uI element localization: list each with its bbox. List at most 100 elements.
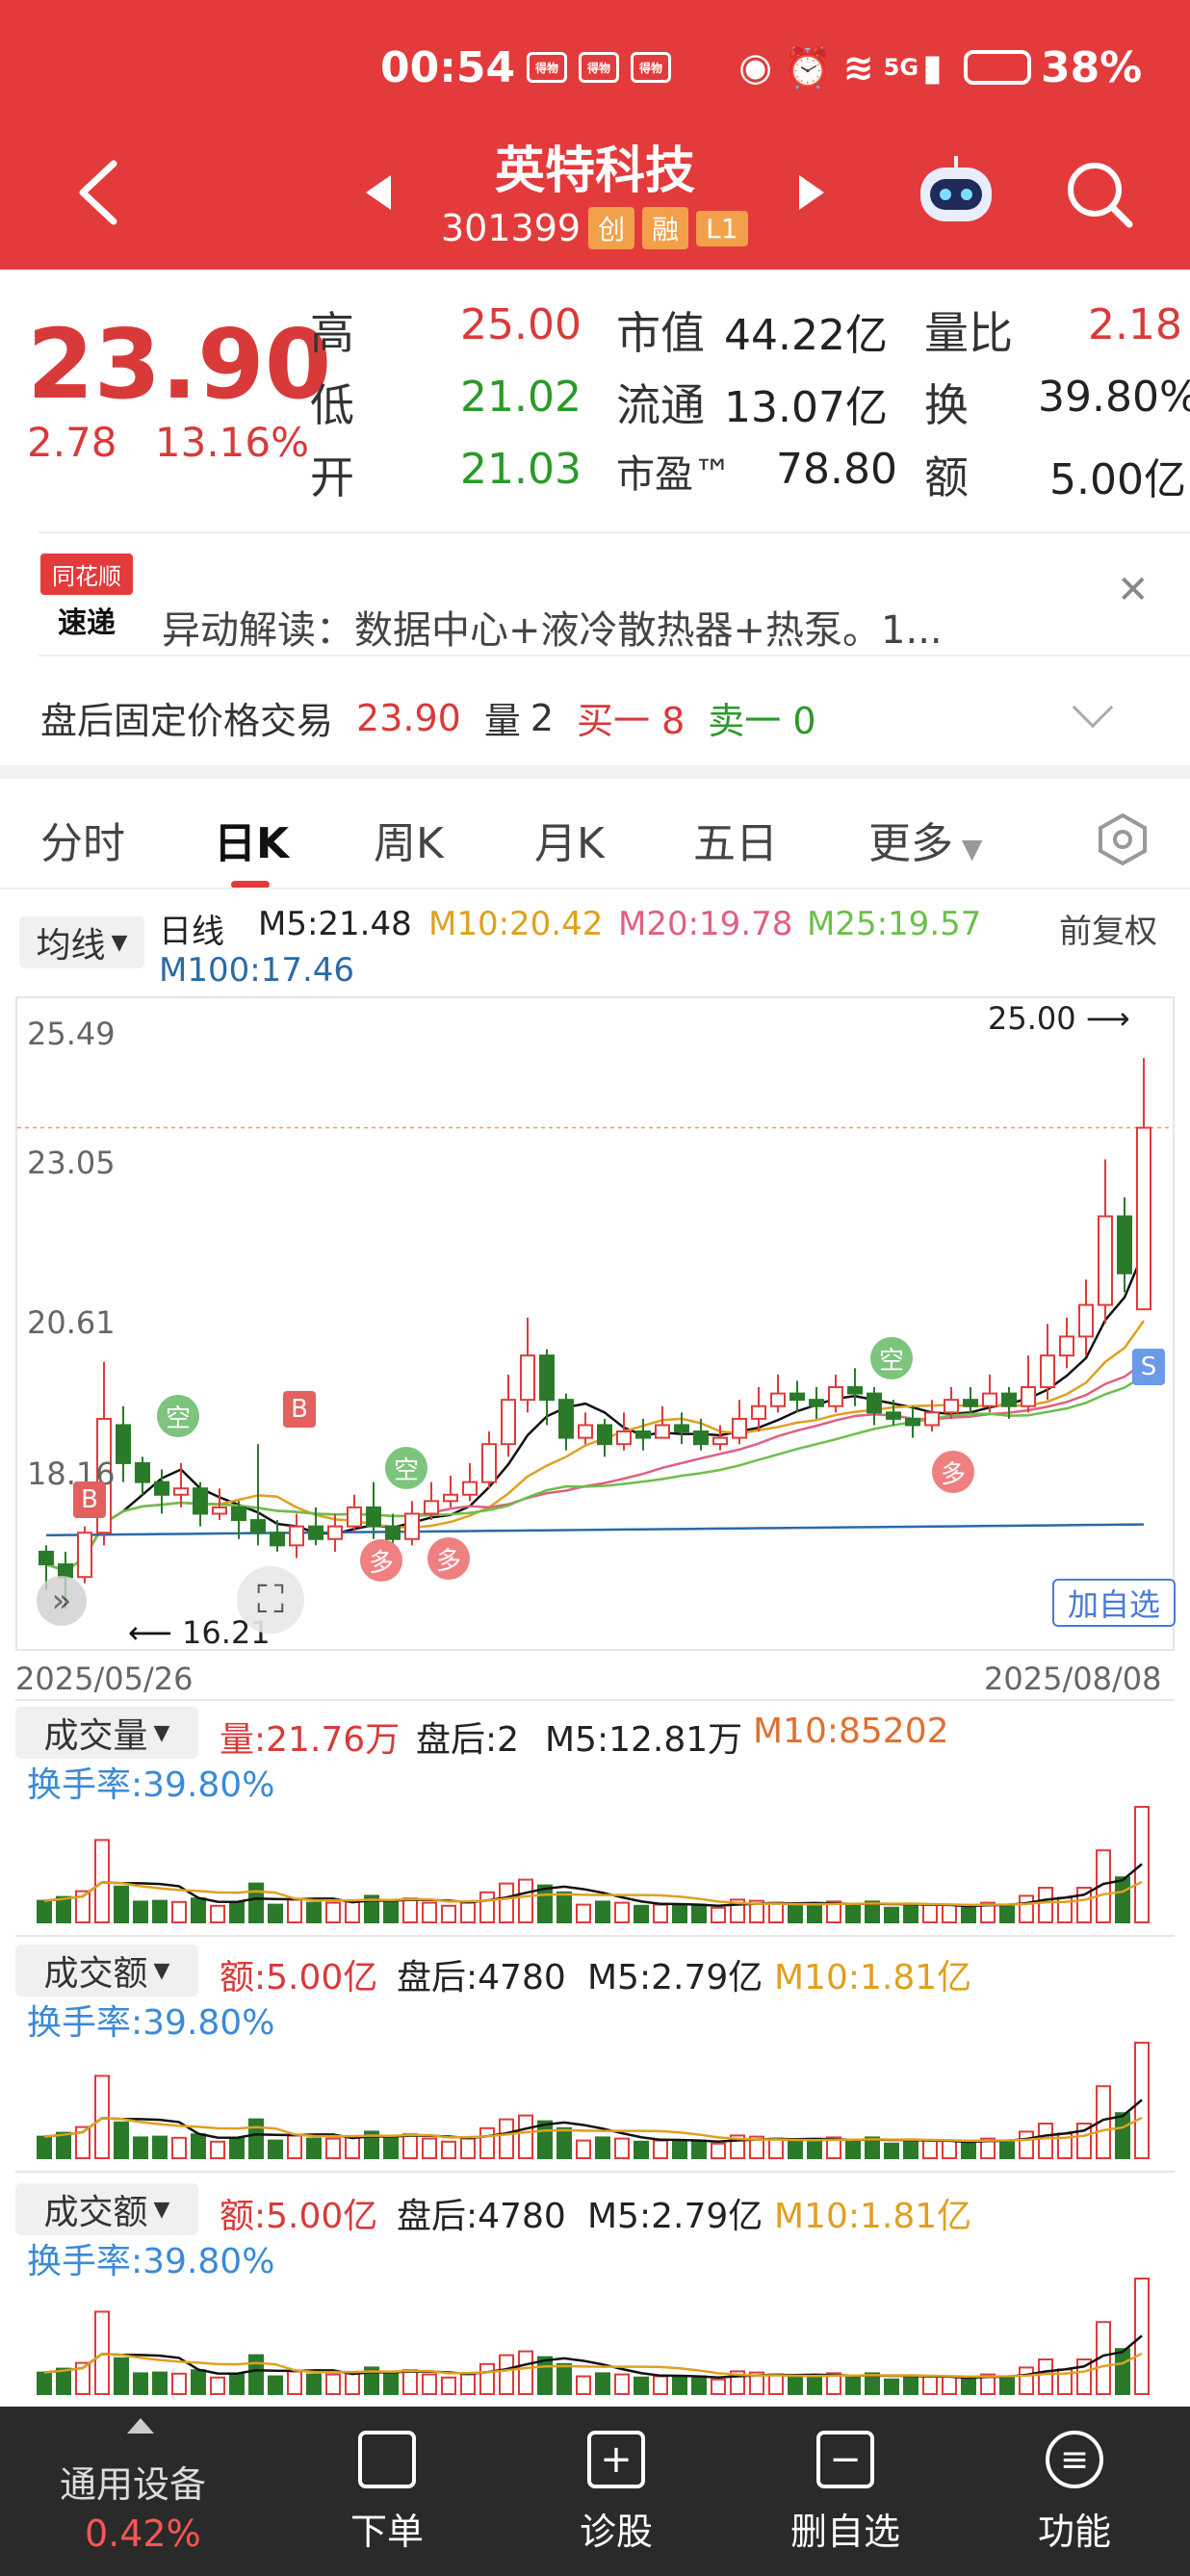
- volume-bar: [1115, 1876, 1130, 1923]
- sector-name[interactable]: 通用设备: [60, 2463, 207, 2506]
- high-marker-value: 25.00: [988, 1000, 1076, 1037]
- volume-bar: [634, 1904, 649, 1923]
- logo-top-text: 同花顺: [40, 554, 133, 595]
- tab-weekly-k[interactable]: 周K: [374, 819, 444, 868]
- chevron-down-icon[interactable]: [1072, 686, 1114, 729]
- amount-indicator-button[interactable]: 成交额 ▼: [15, 1945, 198, 1996]
- tab-daily-k[interactable]: 日K: [214, 819, 290, 868]
- expand-up-icon[interactable]: [127, 2418, 154, 2434]
- ma20-value: M20:19.78: [618, 905, 793, 943]
- change-amount: 2.78: [27, 419, 117, 466]
- expand-left-icon[interactable]: »: [37, 1576, 87, 1626]
- volume-bar: [1019, 1894, 1034, 1923]
- volume-bar: [1038, 2123, 1053, 2159]
- tab-monthly-k[interactable]: 月K: [534, 819, 605, 868]
- amount-indicator-button[interactable]: 成交额 ▼: [15, 2183, 198, 2235]
- price-adjust-mode[interactable]: 前复权: [1059, 913, 1157, 951]
- fullscreen-icon[interactable]: ⛶: [237, 1566, 304, 1634]
- volume-bar: [595, 2372, 610, 2395]
- volume-bar: [152, 2371, 168, 2396]
- settings-hexagon-icon[interactable]: [1096, 812, 1150, 866]
- dropdown-triangle-icon: ▼: [953, 833, 983, 864]
- volume-bar: [325, 1901, 341, 1923]
- volume-indicator-button[interactable]: 成交量 ▼: [15, 1707, 198, 1759]
- volume-bar: [884, 2378, 899, 2396]
- volume-bar: [268, 1903, 283, 1923]
- amount-panel-2[interactable]: [15, 2171, 1175, 2402]
- volume-bar: [634, 2140, 649, 2159]
- candle: [597, 1418, 612, 1457]
- volume-bar: [499, 1882, 514, 1924]
- price-change: 2.78 13.16%: [27, 419, 309, 466]
- next-stock-icon[interactable]: [797, 173, 826, 212]
- tab-more-label: 更多: [868, 819, 953, 868]
- prev-stock-icon[interactable]: [364, 173, 393, 212]
- volume-bar: [999, 1903, 1015, 1923]
- low-value: 21.02: [460, 373, 582, 422]
- tag-chuang: 创: [588, 207, 635, 249]
- volume-bar: [614, 2373, 630, 2395]
- nav-functions[interactable]: ≡ 功能: [997, 2431, 1151, 2555]
- volume-bar: [287, 1898, 302, 1924]
- logo-bottom-text: 速递: [58, 606, 116, 640]
- tab-more[interactable]: 更多 ▼: [868, 809, 982, 870]
- candle: [558, 1393, 574, 1451]
- volume-bar: [479, 2126, 495, 2159]
- volume-bar: [460, 1901, 476, 1923]
- ma5-line: [45, 1250, 1146, 1573]
- news-headline[interactable]: 异动解读：数据中心+液冷散热器+热泵。1...: [162, 608, 943, 653]
- volume-bar: [56, 2131, 71, 2159]
- minus-square-icon: −: [816, 2431, 874, 2488]
- amount-label: 额: [924, 451, 969, 503]
- stock-code-row: 301399 创 融 L1: [441, 207, 748, 249]
- ma-selector-button[interactable]: 均线 ▼: [19, 916, 144, 968]
- volume-bar: [807, 2376, 822, 2395]
- nav-remove-watchlist[interactable]: − 删自选: [768, 2431, 922, 2555]
- mcap-value: 44.22亿: [724, 311, 888, 360]
- search-icon[interactable]: [1064, 159, 1135, 230]
- candle: [751, 1387, 766, 1432]
- volume-bar: [845, 2138, 861, 2159]
- robot-assistant-icon[interactable]: [915, 154, 997, 231]
- candle: [867, 1387, 882, 1426]
- nav-diagnose[interactable]: + 诊股: [539, 2431, 693, 2555]
- volume-bar: [191, 1897, 206, 1924]
- amount-value: 5.00亿: [1049, 455, 1186, 504]
- turnover-rate: 换手率:39.80%: [27, 2242, 275, 2281]
- after-hours-row[interactable]: 盘后固定价格交易 23.90 量 2 买一 8 卖一 0: [40, 691, 816, 744]
- vol-ma5-line: [43, 2099, 1143, 2144]
- volume-panel[interactable]: [15, 1699, 1175, 1930]
- add-watchlist-button[interactable]: 加自选: [1052, 1579, 1176, 1627]
- nav-order[interactable]: 下单: [310, 2431, 464, 2555]
- y-tick-label: 25.49: [27, 1016, 116, 1052]
- volume-bar: [75, 2361, 91, 2395]
- tab-intraday[interactable]: 分时: [40, 819, 125, 868]
- high-marker: 25.00 ⟶: [988, 1000, 1130, 1037]
- amount-after-hours: 盘后:4780: [397, 1958, 566, 1997]
- tab-five-day[interactable]: 五日: [693, 819, 778, 868]
- period-tabs: 分时 日K 周K 月K 五日 更多 ▼: [0, 789, 1190, 889]
- volume-bar: [961, 2378, 976, 2396]
- volume-bar: [711, 1906, 726, 1924]
- candle: [520, 1317, 535, 1413]
- close-icon[interactable]: ✕: [1117, 568, 1150, 612]
- low-label: 低: [310, 379, 354, 431]
- volume-bar: [845, 1902, 861, 1923]
- current-price: 23.90: [27, 308, 332, 421]
- volume-bar: [248, 1882, 264, 1924]
- candle: [77, 1526, 92, 1584]
- kline-chart[interactable]: 25.49 23.05 20.61 18.16 25.00 ⟶ ⟵ 16.21 …: [15, 996, 1175, 1651]
- volume-bar: [749, 1899, 764, 1924]
- amount-panel[interactable]: [15, 1935, 1175, 2166]
- candle: [250, 1444, 266, 1546]
- back-icon[interactable]: [75, 159, 123, 226]
- divider: [0, 888, 1190, 889]
- volume-bar: [402, 1897, 418, 1924]
- volume-bar: [614, 2137, 630, 2159]
- volume-bar: [942, 2375, 957, 2395]
- volume-bar: [210, 2140, 225, 2159]
- volume-bar: [441, 1904, 456, 1923]
- volume-bar: [922, 2375, 938, 2395]
- volume-bar: [171, 2372, 187, 2396]
- volume-bar: [980, 2373, 996, 2395]
